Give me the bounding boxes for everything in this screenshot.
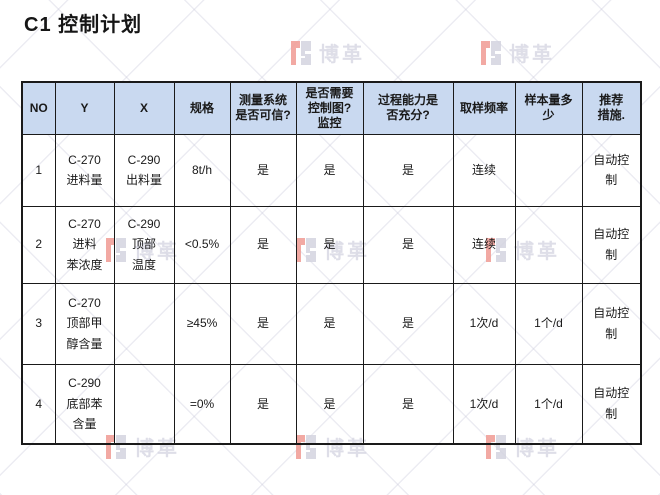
control-plan-table: NO Y X 规格 测量系统 是否可信? 是否需要 控制图? 监控 过程能力是 … — [21, 81, 642, 445]
boge-logo-icon — [291, 40, 311, 65]
column-header-spec: 规格 — [173, 81, 231, 135]
cell-control-chart: 是 — [295, 133, 364, 207]
cell-msa: 是 — [229, 133, 297, 207]
cell-no: 3 — [21, 282, 56, 365]
cell-sample-size: 1个/d — [514, 363, 583, 445]
column-header-sample-size: 样本量多 少 — [514, 81, 583, 135]
cell-no: 2 — [21, 205, 56, 284]
column-header-control-chart: 是否需要 控制图? 监控 — [295, 81, 364, 135]
cell-action: 自动控 制 — [581, 363, 642, 445]
column-header-sampling-freq: 取样频率 — [452, 81, 516, 135]
cell-capability: 是 — [362, 133, 454, 207]
cell-sampling-freq: 1次/d — [452, 282, 516, 365]
cell-sample-size — [514, 205, 583, 284]
table-row: 3 C-270 顶部甲 醇含量 ≥45% 是 是 是 1次/d 1个/d 自动控… — [21, 282, 642, 365]
cell-sample-size: 1个/d — [514, 282, 583, 365]
column-header-x: X — [113, 81, 175, 135]
cell-x — [113, 363, 175, 445]
cell-sampling-freq: 1次/d — [452, 363, 516, 445]
cell-spec: ≥45% — [173, 282, 231, 365]
table-row: 1 C-270 进料量 C-290 出料量 8t/h 是 是 是 连续 自动控 … — [21, 133, 642, 207]
cell-y: C-270 进料 苯浓度 — [54, 205, 115, 284]
cell-control-chart: 是 — [295, 363, 364, 445]
cell-spec: <0.5% — [173, 205, 231, 284]
column-header-y: Y — [54, 81, 115, 135]
cell-sampling-freq: 连续 — [452, 205, 516, 284]
watermark-text: 博革 — [509, 44, 555, 66]
watermark-text: 博革 — [319, 44, 365, 66]
cell-control-chart: 是 — [295, 282, 364, 365]
watermark-tile: 博革 — [288, 38, 365, 67]
cell-control-chart: 是 — [295, 205, 364, 284]
column-header-no: NO — [21, 81, 56, 135]
cell-y: C-270 进料量 — [54, 133, 115, 207]
cell-sample-size — [514, 133, 583, 207]
cell-capability: 是 — [362, 363, 454, 445]
column-header-capability: 过程能力是 否充分? — [362, 81, 454, 135]
cell-x — [113, 282, 175, 365]
table-row: 2 C-270 进料 苯浓度 C-290 顶部 温度 <0.5% 是 是 是 连… — [21, 205, 642, 284]
table-row: 4 C-290 底部苯 含量 =0% 是 是 是 1次/d 1个/d 自动控 制 — [21, 363, 642, 445]
cell-sampling-freq: 连续 — [452, 133, 516, 207]
cell-no: 4 — [21, 363, 56, 445]
column-header-action: 推荐 措施. — [581, 81, 642, 135]
cell-y: C-270 顶部甲 醇含量 — [54, 282, 115, 365]
table-header-row: NO Y X 规格 测量系统 是否可信? 是否需要 控制图? 监控 过程能力是 … — [21, 81, 642, 135]
cell-action: 自动控 制 — [581, 205, 642, 284]
cell-spec: 8t/h — [173, 133, 231, 207]
cell-msa: 是 — [229, 282, 297, 365]
cell-no: 1 — [21, 133, 56, 207]
page-title: C1 控制计划 — [24, 14, 143, 36]
column-header-msa: 测量系统 是否可信? — [229, 81, 297, 135]
cell-capability: 是 — [362, 205, 454, 284]
cell-action: 自动控 制 — [581, 282, 642, 365]
boge-logo-icon — [481, 40, 501, 65]
cell-x: C-290 顶部 温度 — [113, 205, 175, 284]
cell-capability: 是 — [362, 282, 454, 365]
cell-msa: 是 — [229, 205, 297, 284]
cell-x: C-290 出料量 — [113, 133, 175, 207]
cell-y: C-290 底部苯 含量 — [54, 363, 115, 445]
watermark-tile: 博革 — [478, 38, 555, 67]
cell-msa: 是 — [229, 363, 297, 445]
cell-action: 自动控 制 — [581, 133, 642, 207]
cell-spec: =0% — [173, 363, 231, 445]
